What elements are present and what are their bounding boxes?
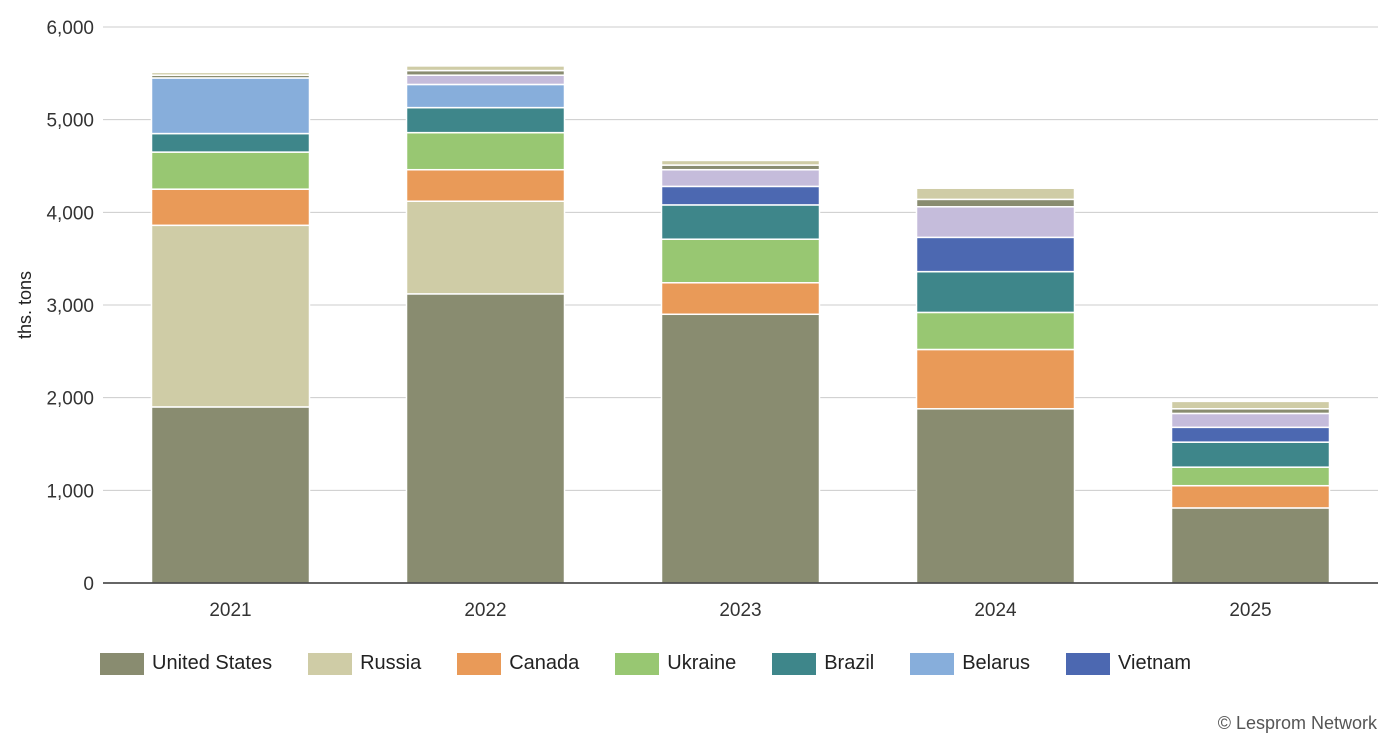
bar-segment[interactable]	[915, 198, 1076, 208]
bar-segment[interactable]	[915, 270, 1076, 314]
bar-segment[interactable]	[915, 187, 1076, 201]
x-tick-label: 2025	[1229, 600, 1271, 621]
y-axis-title: ths. tons	[15, 271, 35, 339]
legend-swatch	[1066, 652, 1111, 675]
bar-segment[interactable]	[150, 71, 311, 76]
axes: 0 1,000 2,000 3,000 4,000 5,000 6,000 2021 2022 2…	[46, 18, 1378, 621]
bar-segment[interactable]	[150, 132, 311, 153]
bar-segment[interactable]	[405, 106, 566, 134]
y-tick-label: 2,000	[46, 389, 94, 410]
bar-segment[interactable]	[405, 131, 566, 171]
legend-item[interactable]: Belarus	[910, 652, 1030, 675]
bar-segment[interactable]	[660, 204, 821, 240]
bar-segment[interactable]	[660, 159, 821, 166]
y-tick-label: 0	[83, 574, 94, 595]
bar-segment[interactable]	[405, 293, 566, 584]
bar-segment[interactable]	[405, 168, 566, 202]
legend-swatch	[100, 652, 144, 675]
y-tick-label: 4,000	[46, 203, 94, 224]
y-tick-label: 5,000	[46, 111, 94, 132]
bar-segment[interactable]	[405, 83, 566, 109]
legend-item[interactable]: Russia	[308, 652, 421, 675]
bar-segment[interactable]	[1170, 441, 1331, 468]
bar-stacks	[150, 65, 1331, 584]
bar-segment[interactable]	[660, 185, 821, 206]
x-tick-label: 2022	[464, 600, 506, 621]
bar-segment[interactable]	[915, 236, 1076, 273]
legend-item[interactable]: Canada	[457, 652, 579, 675]
bar-segment[interactable]	[660, 238, 821, 284]
bar-segment[interactable]	[915, 206, 1076, 239]
bar-segment[interactable]	[915, 348, 1076, 410]
bar-segment[interactable]	[1170, 412, 1331, 429]
legend-label: Brazil	[824, 652, 875, 674]
legend-item[interactable]: Vietnam	[1066, 652, 1191, 675]
legend-item[interactable]: Ukraine	[615, 652, 736, 675]
bar-segment[interactable]	[150, 188, 311, 227]
x-tick-label: 2023	[719, 600, 761, 621]
bar-segment[interactable]	[150, 151, 311, 190]
copyright-credit: © Lesprom Network	[1217, 713, 1377, 733]
x-tick-label: 2021	[209, 600, 251, 621]
bar-segment[interactable]	[660, 282, 821, 316]
bar-segment[interactable]	[150, 406, 311, 584]
legend-label: Vietnam	[1118, 652, 1192, 674]
bar-segment[interactable]	[1170, 426, 1331, 443]
legend-swatch	[615, 652, 660, 675]
y-tick-label: 1,000	[46, 481, 94, 502]
legend-label: Canada	[509, 652, 580, 674]
y-tick-label: 6,000	[46, 18, 94, 39]
legend-swatch	[910, 652, 955, 675]
bar-segment[interactable]	[1170, 507, 1331, 584]
legend-item[interactable]: Brazil	[772, 652, 874, 675]
bar-segment[interactable]	[405, 65, 566, 72]
legend-swatch	[457, 652, 502, 675]
legend-item[interactable]: United States	[100, 652, 272, 675]
bar-segment[interactable]	[660, 168, 821, 188]
legend-label: United States	[152, 652, 273, 674]
legend-swatch	[308, 652, 353, 675]
x-tick-label: 2024	[974, 600, 1017, 621]
legend-label: Ukraine	[667, 652, 737, 674]
bar-segment[interactable]	[150, 224, 311, 408]
bar-segment[interactable]	[915, 311, 1076, 351]
bar-segment[interactable]	[1170, 466, 1331, 487]
legend-swatch	[772, 652, 817, 675]
bar-segment[interactable]	[405, 200, 566, 295]
chart-legend: United States Russia Canada Ukraine Brazil Be…	[100, 652, 1227, 675]
bar-segment[interactable]	[915, 408, 1076, 584]
legend-label: Belarus	[962, 652, 1031, 674]
bar-segment[interactable]	[1170, 400, 1331, 410]
legend-label: Russia	[360, 652, 422, 674]
bar-segment[interactable]	[405, 74, 566, 86]
y-tick-label: 3,000	[46, 296, 94, 317]
bar-segment[interactable]	[660, 313, 821, 584]
bar-segment[interactable]	[150, 77, 311, 135]
bar-segment[interactable]	[1170, 484, 1331, 509]
